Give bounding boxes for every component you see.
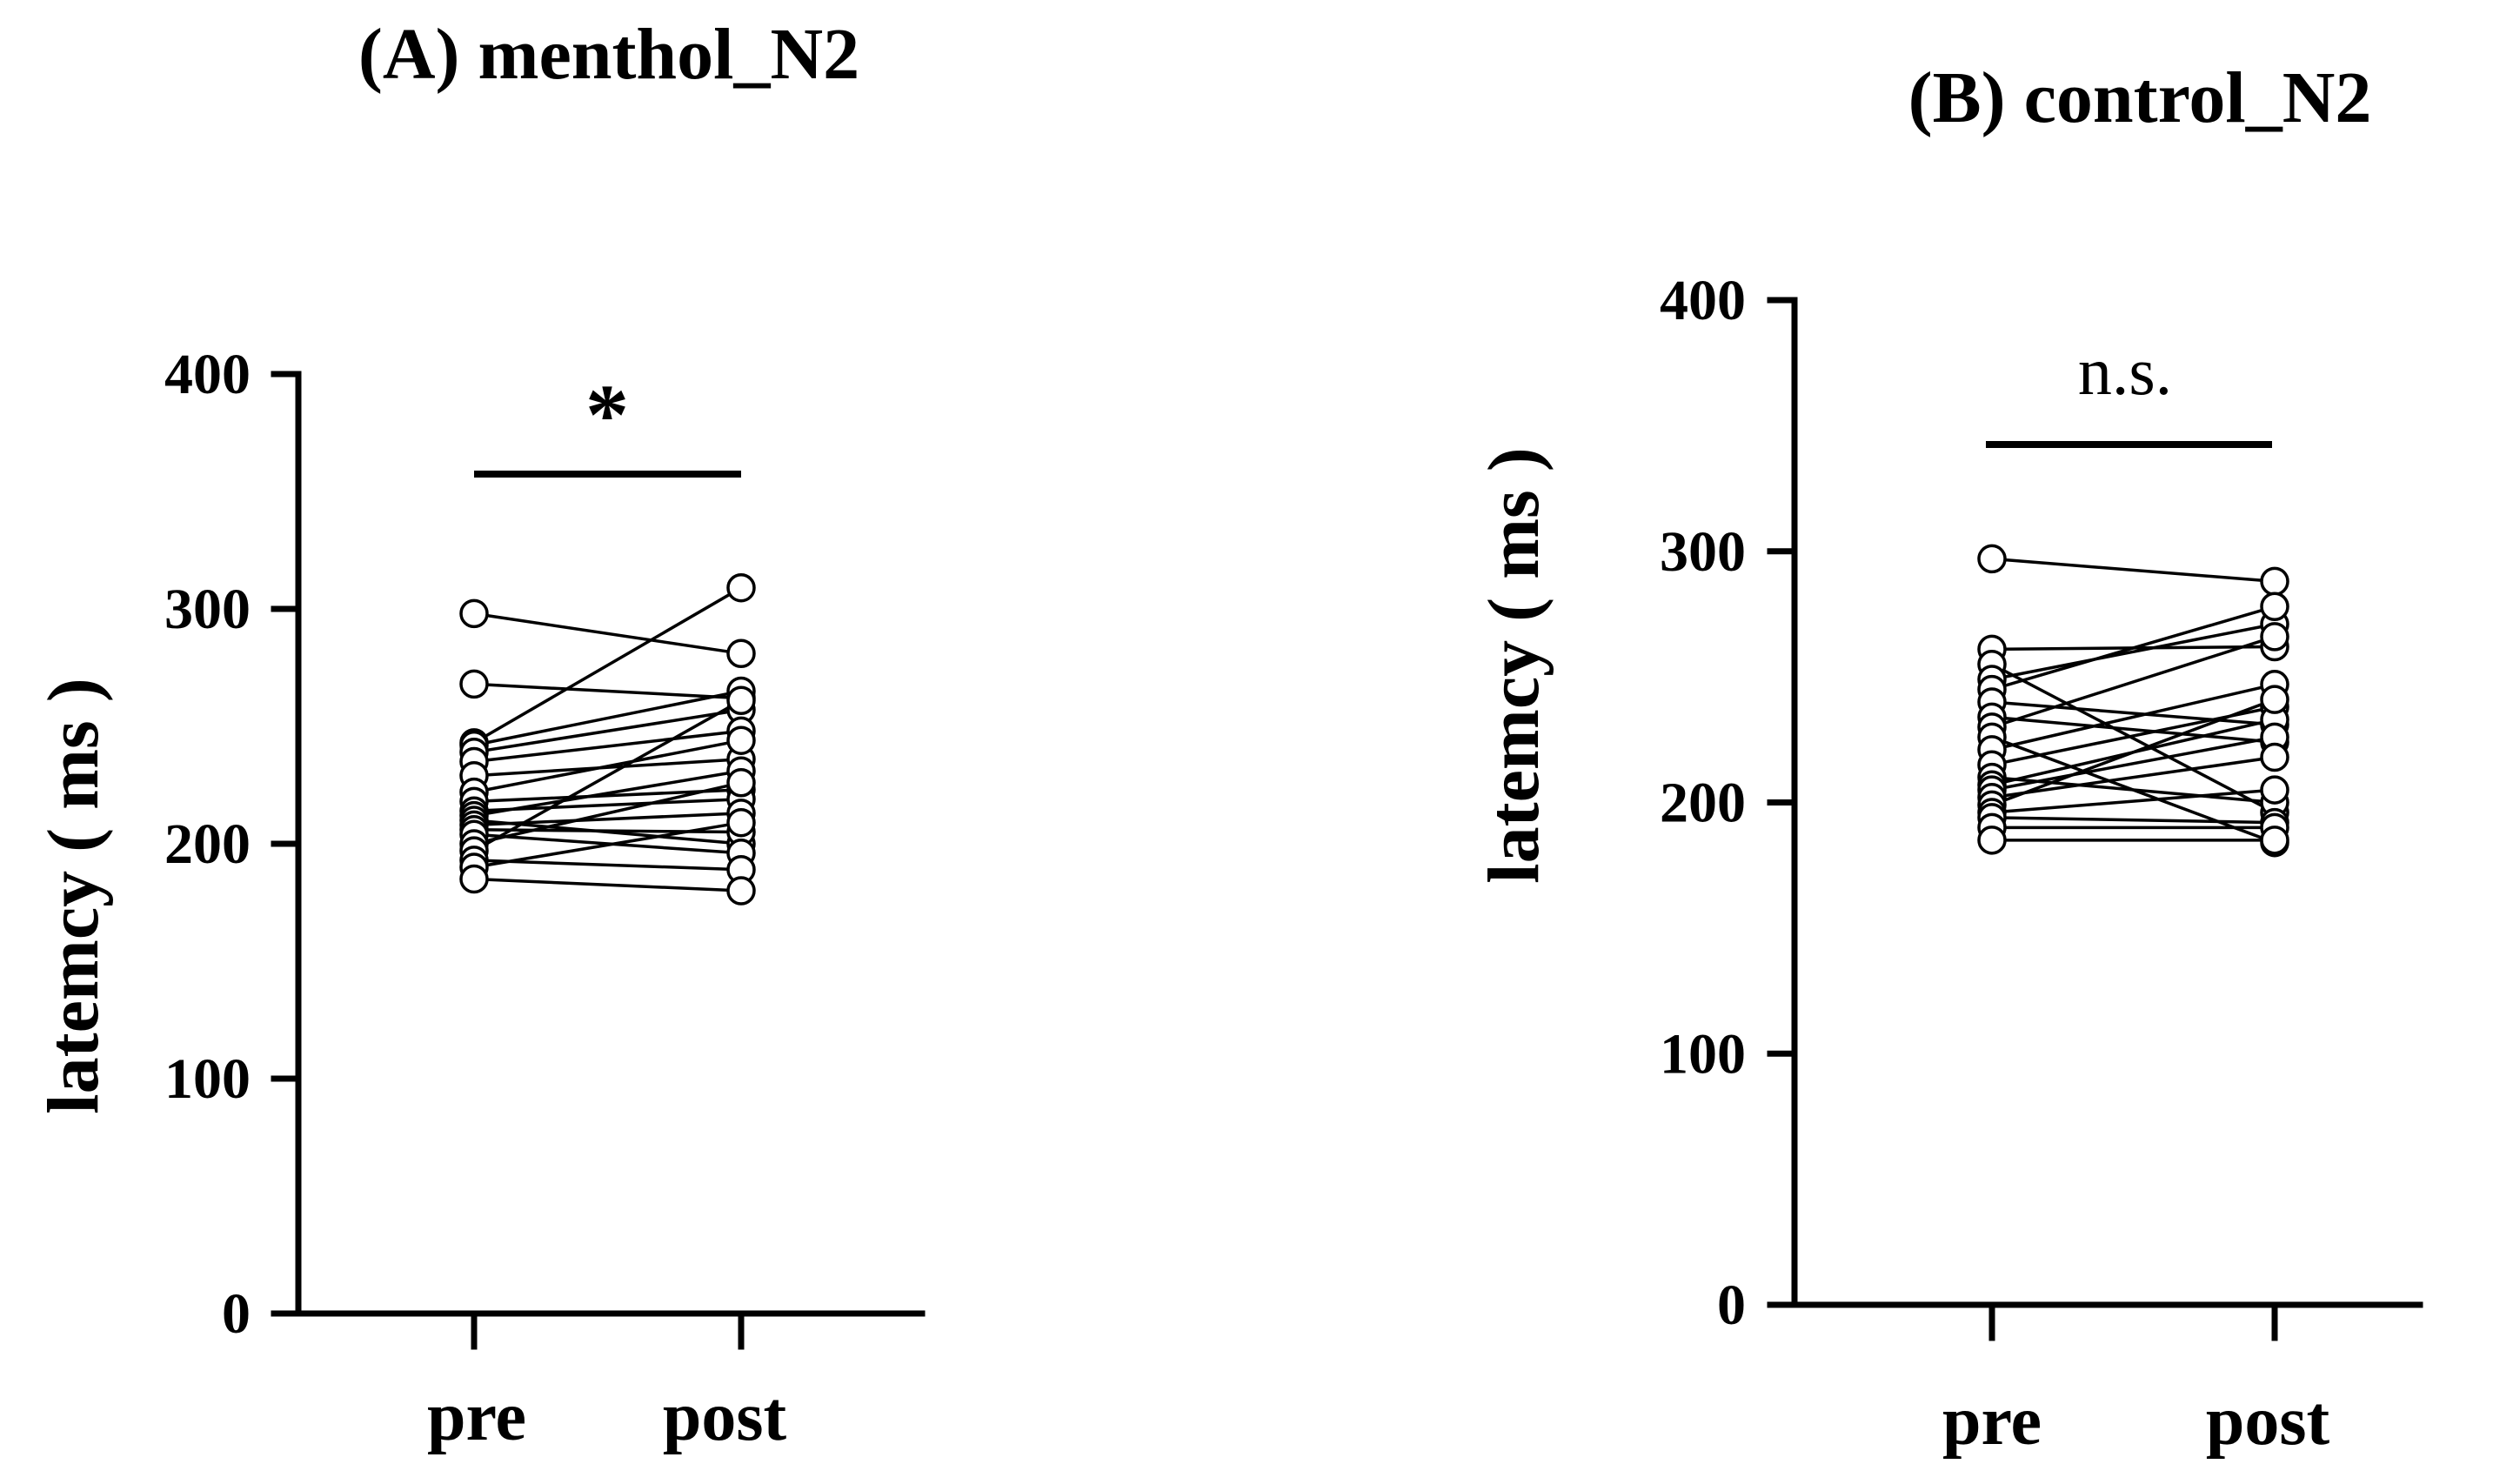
panel-b-y-tick-label: 400 xyxy=(1660,269,1746,332)
panel-b-pre-point xyxy=(1977,826,2007,855)
panel-b-y-tick-label: 300 xyxy=(1660,520,1746,584)
panel-b-pre-point xyxy=(1977,544,2007,574)
panel-a-pre-point xyxy=(459,598,489,629)
panel-b-subject-line xyxy=(1991,557,2276,584)
panel-b-post-point xyxy=(2260,592,2289,622)
panel-a-subject-line xyxy=(473,729,742,764)
panel-b-y-tick-label: 100 xyxy=(1660,1022,1746,1086)
panel-b-subject-line xyxy=(1991,788,2276,814)
panel-a-post-point xyxy=(726,572,756,603)
panel-b-subject-line xyxy=(1991,816,2276,825)
panel-a-y-tick-label: 300 xyxy=(164,578,251,641)
panel-b-y-axis-label: latemcy ( ms ) xyxy=(1474,447,1554,883)
panel-b: (B) control_N2 latemcy ( ms ) 0 100 200 300… xyxy=(1474,57,2423,1460)
panel-a-subject-line xyxy=(473,877,742,892)
panel-a-post-point xyxy=(726,638,756,669)
panel-a-y-axis-label: latemcy ( ms ) xyxy=(33,678,114,1113)
panel-b-subject-line xyxy=(1991,635,2276,729)
panel-a-post-point xyxy=(726,685,756,716)
panel-b-significance-label: n.s. xyxy=(2078,333,2172,409)
panel-b-post-point xyxy=(2260,566,2289,597)
panel-b-post-point xyxy=(2260,622,2289,652)
panel-a-subject-line xyxy=(473,781,742,846)
panel-a-pre-point xyxy=(459,864,489,894)
panel-a-post-point xyxy=(726,725,756,755)
panel-a-subject-line xyxy=(473,820,742,869)
panel-a-title: (A) menthol_N2 xyxy=(358,14,859,95)
panel-b-subject-line xyxy=(1991,715,2276,744)
panel-b-subject-line xyxy=(1991,700,2276,726)
panel-b-post-point xyxy=(2260,742,2289,772)
panel-a-subject-line xyxy=(473,812,742,827)
panel-a-subject-line xyxy=(473,769,742,818)
panel-b-y-tick-label: 200 xyxy=(1660,772,1746,835)
panel-a-subject-line xyxy=(473,699,742,852)
panel-b-y-tick-label: 0 xyxy=(1717,1273,1746,1337)
panel-a: (A) menthol_N2 latemcy ( ms ) 0 100 200 300… xyxy=(33,14,926,1455)
panel-b-subject-line xyxy=(1991,755,2276,799)
panel-b-subject-line xyxy=(1991,735,2276,792)
panel-a-subject-line xyxy=(473,708,742,754)
panel-b-subject-line xyxy=(1991,605,2276,692)
panel-a-y-tick-label: 100 xyxy=(164,1047,251,1111)
panel-b-post-point xyxy=(2260,775,2289,805)
panel-b-subject-line xyxy=(1991,663,2276,814)
panel-a-subject-line xyxy=(473,689,742,747)
panel-a-subject-line xyxy=(473,739,742,794)
panel-a-category-label-pre: pre xyxy=(427,1379,526,1455)
panel-b-title: (B) control_N2 xyxy=(1908,57,2372,138)
panel-a-subject-line xyxy=(473,682,742,700)
panel-a-post-point xyxy=(726,768,756,798)
panel-b-subject-line xyxy=(1991,683,2276,752)
panel-a-category-label-post: post xyxy=(663,1379,787,1455)
panel-b-subject-line xyxy=(1991,698,2276,807)
panel-b-post-point xyxy=(2260,685,2289,714)
panel-a-subject-line xyxy=(473,612,742,656)
panel-a-y-tick-label: 400 xyxy=(164,343,251,406)
panel-b-category-label-pre: pre xyxy=(1942,1383,2042,1460)
panel-a-post-point xyxy=(726,807,756,838)
panel-a-significance-label: * xyxy=(585,366,629,463)
panel-a-y-tick-label: 200 xyxy=(164,812,251,876)
panel-a-post-point xyxy=(726,876,756,906)
panel-b-subject-line xyxy=(1991,622,2276,681)
panel-b-post-point xyxy=(2260,826,2289,855)
panel-a-pre-point xyxy=(459,669,489,699)
panel-b-category-label-post: post xyxy=(2206,1383,2330,1460)
panel-a-y-tick-label: 0 xyxy=(222,1282,251,1346)
panel-a-subject-line xyxy=(473,828,742,834)
panel-a-subject-line xyxy=(473,586,742,745)
panel-a-subject-line xyxy=(473,859,742,872)
